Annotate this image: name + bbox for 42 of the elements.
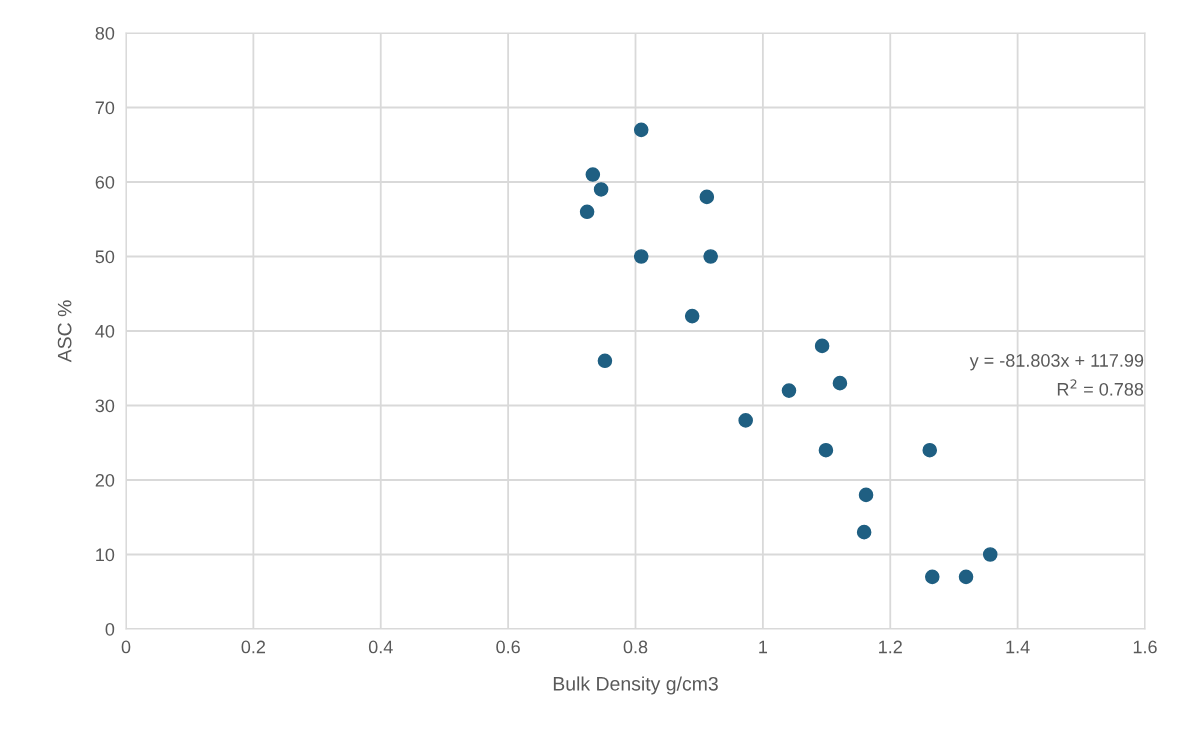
y-tick-label: 50 (95, 250, 115, 264)
x-tick-label: 1.6 (1133, 640, 1157, 654)
y-tick-label: 20 (95, 473, 115, 487)
y-tick-label: 40 (95, 324, 115, 338)
point (585, 167, 601, 182)
point (818, 442, 834, 458)
point (633, 249, 649, 264)
point (699, 189, 715, 205)
x-tick-label: 1.4 (1006, 640, 1030, 654)
y-tick-label: 0 (105, 622, 115, 636)
y-tick-label: 30 (95, 399, 115, 413)
point (703, 249, 718, 264)
y-tick-label: 80 (95, 26, 115, 40)
x-tick-label: 0.4 (368, 640, 393, 654)
point (593, 182, 609, 197)
y-tick-label: 70 (95, 101, 115, 115)
x-tick-label: 0.2 (241, 640, 266, 654)
x-tick-label: 0.6 (496, 640, 520, 654)
x-tick-label: 0.8 (623, 640, 648, 654)
point (814, 338, 830, 354)
point (925, 569, 940, 585)
y-axis-title: ASC % (57, 300, 72, 363)
x-tick-label: 1.2 (879, 640, 902, 654)
point (738, 413, 753, 428)
point (579, 204, 595, 220)
point (858, 487, 874, 503)
point (684, 308, 700, 324)
annotation: y = -81.803x + 117.99 (969, 354, 1144, 371)
point (958, 569, 974, 585)
annotation: R$^{2}$ = 0.788 (1057, 379, 1144, 396)
point (633, 122, 649, 138)
point (832, 375, 848, 391)
point (922, 442, 938, 458)
point (597, 353, 613, 369)
point (781, 383, 797, 398)
x-axis-title: Bulk Density g/cm3 (553, 676, 718, 695)
point (982, 547, 998, 562)
x-tick-label: 1 (759, 640, 768, 654)
point (856, 524, 872, 540)
y-tick-label: 10 (96, 548, 115, 562)
x-tick-label: 0 (121, 640, 131, 654)
y-tick-label: 60 (95, 175, 115, 189)
